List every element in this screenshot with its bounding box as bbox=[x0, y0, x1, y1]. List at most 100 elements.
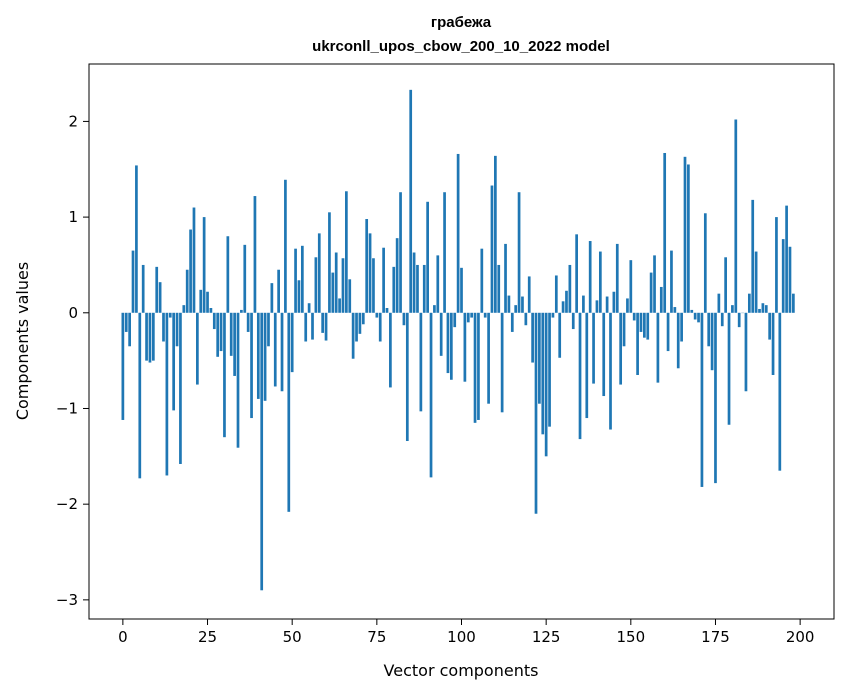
bar-97 bbox=[449, 312, 453, 380]
bar-180 bbox=[731, 305, 734, 313]
bar-40 bbox=[256, 312, 260, 399]
bar-186 bbox=[751, 199, 755, 313]
bar-106 bbox=[480, 248, 484, 313]
bar-191 bbox=[768, 312, 772, 340]
bar-115 bbox=[510, 312, 514, 332]
bar-56 bbox=[311, 312, 314, 340]
bar-131 bbox=[565, 290, 568, 313]
bar-189 bbox=[761, 303, 765, 313]
bar-118 bbox=[521, 296, 524, 313]
x-tick-label: 175 bbox=[701, 628, 730, 646]
bar-153 bbox=[639, 312, 643, 332]
bar-157 bbox=[653, 255, 656, 313]
bar-85 bbox=[409, 89, 413, 313]
bar-49 bbox=[287, 312, 291, 512]
bar-169 bbox=[693, 312, 697, 320]
bar-112 bbox=[500, 312, 504, 413]
y-tick-label: −2 bbox=[56, 495, 78, 513]
bar-41 bbox=[260, 312, 264, 591]
bar-188 bbox=[758, 308, 761, 313]
bar-158 bbox=[656, 312, 660, 383]
bar-185 bbox=[747, 293, 751, 313]
bar-82 bbox=[399, 192, 402, 313]
bar-122 bbox=[534, 312, 538, 514]
bar-184 bbox=[744, 312, 748, 392]
bar-105 bbox=[477, 312, 480, 420]
bar-163 bbox=[673, 307, 677, 313]
bar-24 bbox=[202, 217, 206, 313]
bars-group bbox=[121, 89, 795, 591]
bar-23 bbox=[199, 289, 203, 313]
bar-30 bbox=[223, 312, 226, 438]
bar-7 bbox=[145, 312, 148, 361]
bar-108 bbox=[487, 312, 490, 404]
bar-55 bbox=[307, 303, 311, 313]
bar-60 bbox=[324, 312, 328, 341]
bar-166 bbox=[683, 156, 687, 313]
bar-146 bbox=[615, 243, 619, 313]
bar-138 bbox=[588, 241, 592, 313]
bar-128 bbox=[554, 275, 558, 313]
bar-65 bbox=[341, 258, 345, 313]
bar-18 bbox=[182, 305, 186, 313]
bar-151 bbox=[632, 312, 636, 321]
bar-45 bbox=[273, 312, 277, 387]
bar-66 bbox=[345, 191, 348, 313]
bar-38 bbox=[250, 312, 253, 419]
bar-91 bbox=[429, 312, 433, 478]
bar-75 bbox=[375, 312, 379, 318]
bar-195 bbox=[781, 239, 785, 313]
y-tick-label: −3 bbox=[56, 591, 78, 609]
bar-71 bbox=[361, 312, 365, 325]
bar-59 bbox=[321, 312, 325, 333]
bar-120 bbox=[527, 276, 531, 313]
bar-39 bbox=[253, 196, 257, 313]
bar-181 bbox=[734, 119, 738, 313]
bar-76 bbox=[378, 312, 382, 342]
bar-73 bbox=[368, 233, 372, 313]
bar-36 bbox=[243, 244, 247, 313]
bar-21 bbox=[192, 207, 196, 313]
bar-124 bbox=[541, 312, 545, 435]
y-tick-label: −1 bbox=[56, 399, 78, 417]
y-tick-label: 0 bbox=[68, 304, 78, 322]
x-tick-label: 50 bbox=[283, 628, 302, 646]
bar-148 bbox=[622, 312, 626, 347]
bar-50 bbox=[290, 312, 294, 373]
bar-29 bbox=[219, 312, 223, 352]
bar-87 bbox=[416, 264, 419, 313]
bar-114 bbox=[507, 295, 511, 313]
bar-140 bbox=[595, 300, 599, 313]
bar-99 bbox=[456, 153, 460, 313]
bar-154 bbox=[643, 312, 646, 338]
bar-52 bbox=[297, 280, 301, 313]
bar-107 bbox=[483, 312, 487, 318]
bar-61 bbox=[328, 212, 331, 313]
bar-111 bbox=[497, 264, 501, 313]
bar-10 bbox=[155, 266, 159, 313]
bar-126 bbox=[548, 312, 551, 427]
bar-178 bbox=[724, 257, 727, 313]
bar-89 bbox=[422, 264, 426, 313]
bar-162 bbox=[670, 250, 673, 313]
bar-72 bbox=[365, 219, 369, 313]
bar-196 bbox=[785, 205, 788, 313]
bar-46 bbox=[277, 269, 280, 313]
x-tick-label: 25 bbox=[198, 628, 217, 646]
bar-68 bbox=[351, 312, 355, 359]
bar-193 bbox=[775, 217, 778, 313]
bar-5 bbox=[138, 312, 142, 479]
bar-123 bbox=[538, 312, 541, 404]
bar-37 bbox=[246, 312, 250, 332]
x-tick-label: 100 bbox=[447, 628, 476, 646]
bar-2 bbox=[128, 312, 131, 347]
bar-160 bbox=[663, 152, 667, 313]
bar-88 bbox=[419, 312, 423, 412]
bar-67 bbox=[348, 279, 352, 313]
bar-25 bbox=[206, 291, 209, 313]
bar-145 bbox=[612, 291, 616, 313]
bar-22 bbox=[196, 312, 199, 385]
bar-81 bbox=[395, 238, 399, 313]
bar-197 bbox=[788, 246, 792, 313]
chart-title: грабежа bbox=[431, 14, 492, 31]
